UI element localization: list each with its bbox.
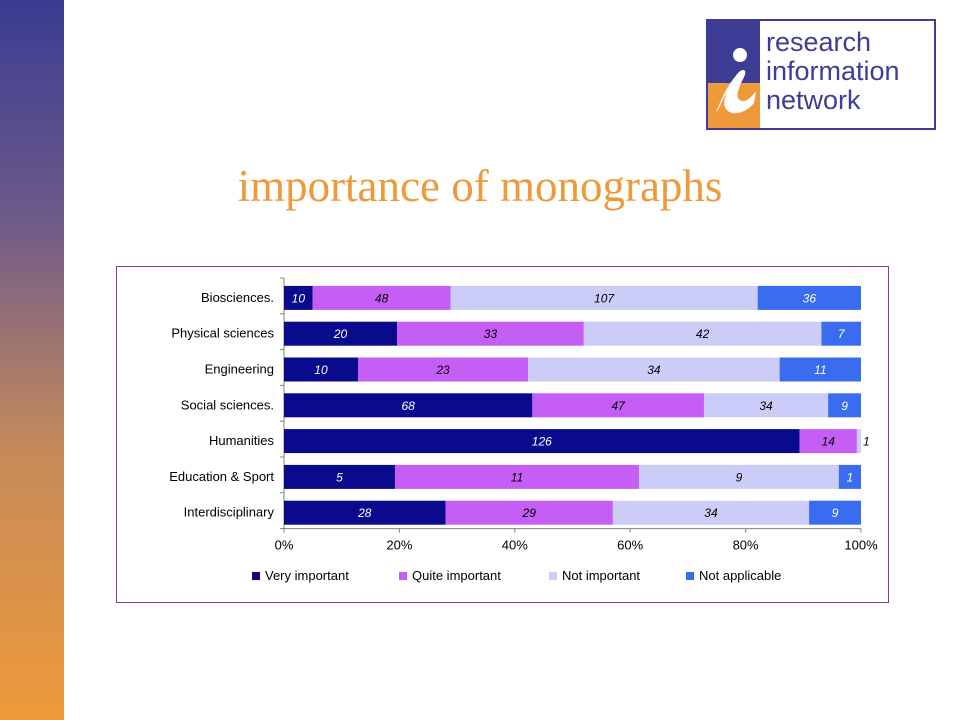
bar-segment <box>821 321 861 346</box>
bar-data-label: 42 <box>696 327 710 341</box>
bar-data-label: 36 <box>803 291 817 305</box>
logo-i-mark-icon <box>708 21 760 128</box>
bar-segment <box>856 429 861 454</box>
bar-segment <box>612 500 810 525</box>
research-information-network-logo: research information network <box>706 19 936 130</box>
bar-segment <box>639 464 839 489</box>
x-tick-label: 40% <box>502 538 528 553</box>
bar-segment <box>445 500 613 525</box>
bar-data-label: 11 <box>814 363 826 377</box>
bar-data-label: 107 <box>594 291 615 305</box>
bar-segment <box>397 321 584 346</box>
bar-segment <box>284 429 800 454</box>
bar-data-label: 9 <box>841 399 848 413</box>
x-tick-label: 60% <box>617 538 643 553</box>
bar-data-label: 11 <box>511 470 523 484</box>
bar-segment <box>284 357 358 382</box>
x-tick-label: 0% <box>275 538 294 553</box>
legend-label: Not important <box>562 568 640 583</box>
bar-segment <box>779 357 861 382</box>
bar-segment <box>528 357 780 382</box>
logo-line-network: network <box>766 85 861 115</box>
category-label: Biosciences. <box>201 290 274 305</box>
category-label: Engineering <box>205 362 274 377</box>
legend-swatch <box>549 572 557 580</box>
bar-segment <box>284 464 395 489</box>
legend-label: Very important <box>265 568 349 583</box>
bar-segment <box>799 429 857 454</box>
logo-line-research: research <box>766 27 872 57</box>
legend-label: Not applicable <box>699 568 781 583</box>
category-label: Humanities <box>209 433 275 448</box>
bar-data-label: 10 <box>292 291 306 305</box>
bar-segment <box>583 321 822 346</box>
category-label: Education & Sport <box>169 469 274 484</box>
legend-swatch <box>252 572 260 580</box>
bar-data-label: 29 <box>522 506 537 520</box>
bar-data-label: 1 <box>847 470 854 484</box>
slide-title: importance of monographs <box>237 161 723 211</box>
bar-data-label: 7 <box>838 327 846 341</box>
bar-segment <box>809 500 861 525</box>
legend-swatch <box>686 572 694 580</box>
bar-segment <box>703 393 829 418</box>
x-tick-label: 20% <box>386 538 412 553</box>
bar-data-label: 34 <box>647 363 661 377</box>
bar-segment <box>284 321 398 346</box>
bar-data-label: 10 <box>314 363 328 377</box>
bar-data-label: 23 <box>435 363 450 377</box>
bar-data-label: 14 <box>822 435 836 449</box>
bar-segment <box>312 285 451 310</box>
bar-segment <box>450 285 758 310</box>
bar-segment <box>284 393 533 418</box>
bar-data-label: 1 <box>863 435 870 449</box>
logo-line-information: information <box>766 56 900 86</box>
bar-data-label: 33 <box>484 327 498 341</box>
category-label: Interdisciplinary <box>184 505 275 520</box>
bar-segment <box>357 357 529 382</box>
bar-segment <box>532 393 704 418</box>
bar-data-label: 34 <box>704 506 718 520</box>
legend-label: Quite important <box>412 568 501 583</box>
category-label: Physical sciences <box>171 326 274 341</box>
bar-data-label: 28 <box>357 506 372 520</box>
bar-segment <box>284 500 446 525</box>
category-label: Social sciences. <box>181 397 274 412</box>
legend-swatch <box>399 572 407 580</box>
bar-data-label: 5 <box>336 470 343 484</box>
bar-data-label: 47 <box>611 399 626 413</box>
bar-data-label: 68 <box>401 399 415 413</box>
bar-data-label: 9 <box>832 506 839 520</box>
bar-data-label: 126 <box>532 435 552 449</box>
bar-data-label: 48 <box>375 291 389 305</box>
bar-segment <box>394 464 640 489</box>
side-accent-bar <box>0 0 64 720</box>
x-tick-label: 80% <box>733 538 759 553</box>
chart-frame: Biosciences. 10 48 107 36 Physical sciences 20… <box>116 266 889 603</box>
bar-segment <box>828 393 861 418</box>
bar-segment <box>838 464 861 489</box>
bar-data-label: 34 <box>759 399 773 413</box>
x-tick-label: 100% <box>844 538 878 553</box>
bar-data-label: 20 <box>333 327 348 341</box>
bar-data-label: 9 <box>736 470 743 484</box>
bar-segment <box>284 285 313 310</box>
bar-segment <box>757 285 861 310</box>
